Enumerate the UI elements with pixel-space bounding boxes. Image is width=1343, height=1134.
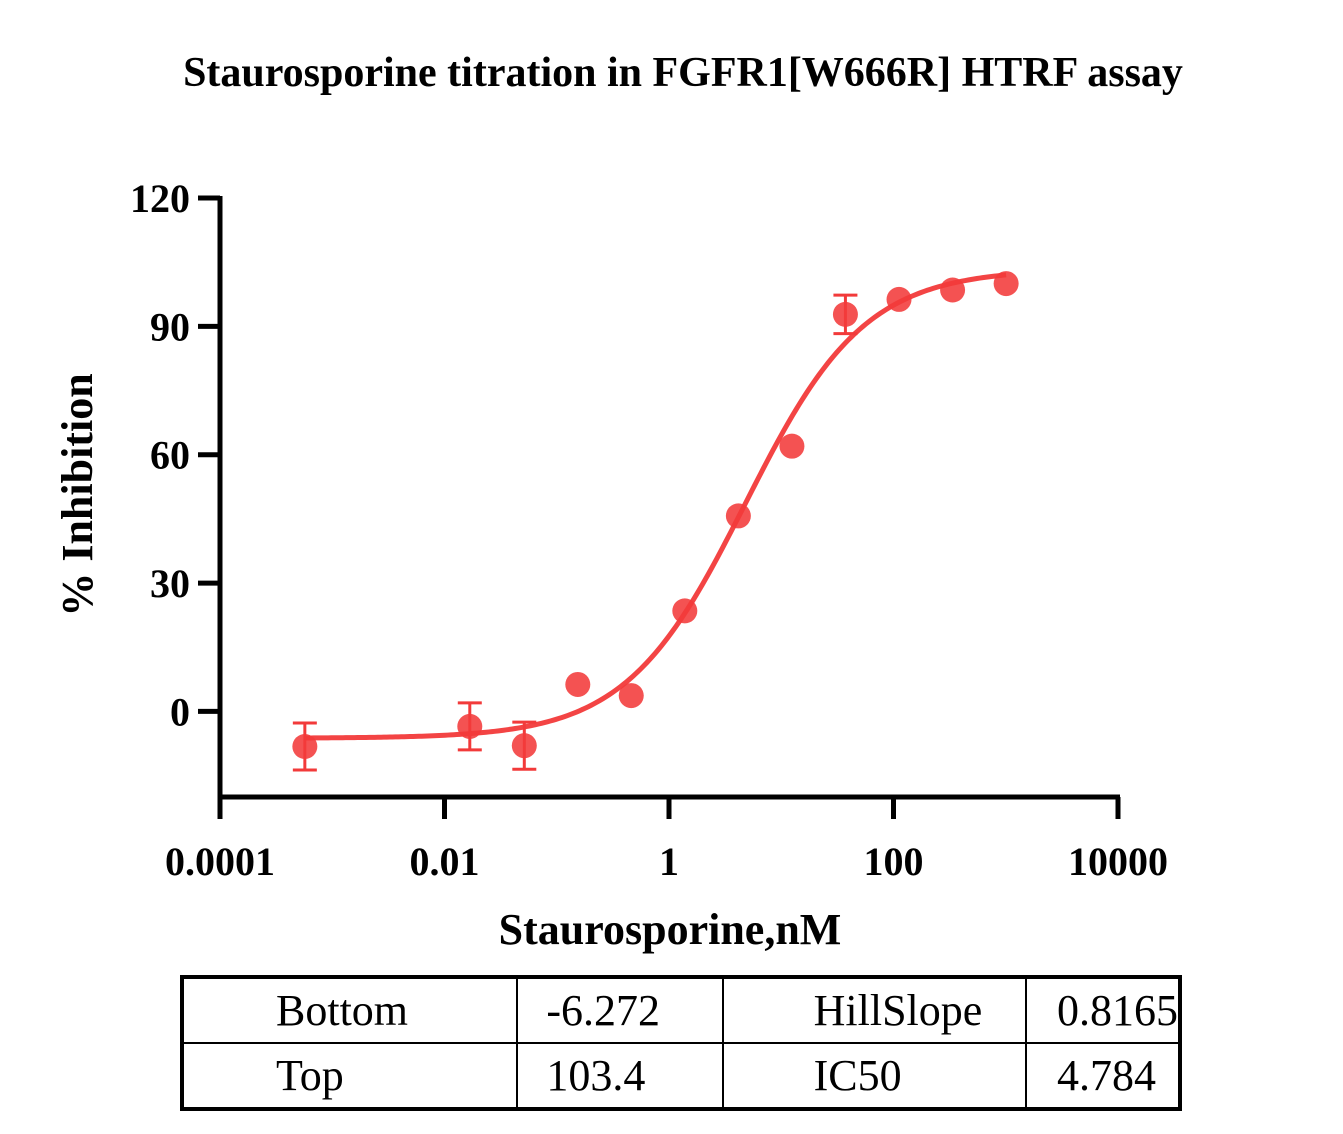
param-value: 103.4	[516, 1042, 724, 1110]
param-label: IC50	[721, 1042, 1028, 1110]
data-point	[779, 433, 805, 459]
param-value: 4.784	[1025, 1042, 1181, 1110]
data-point	[565, 671, 591, 697]
y-tick-label: 60	[150, 433, 190, 478]
data-point	[940, 277, 966, 303]
data-point	[725, 503, 751, 529]
param-value: 0.8165	[1025, 977, 1181, 1044]
data-point	[457, 713, 483, 739]
table-row: Bottom -6.272 HillSlope 0.8165	[180, 977, 1181, 1044]
y-tick-label: 120	[130, 176, 190, 221]
data-point	[993, 271, 1019, 297]
x-tick-label: 1	[659, 839, 679, 884]
y-axis-ticks: 0 30 60 90 120	[130, 176, 220, 734]
chart-title: Staurosporine titration in FGFR1[W666R] …	[183, 50, 1183, 96]
y-tick-label: 90	[150, 304, 190, 349]
param-label: Bottom	[180, 977, 519, 1044]
data-point	[672, 598, 698, 624]
x-tick-label: 100	[864, 839, 924, 884]
axes	[217, 196, 1120, 800]
y-tick-label: 30	[150, 561, 190, 606]
table-row: Top 103.4 IC50 4.784	[180, 1042, 1181, 1110]
y-tick-label: 0	[170, 689, 190, 734]
fit-curve	[304, 272, 1007, 741]
param-label: Top	[180, 1042, 519, 1110]
data-point	[292, 734, 318, 760]
y-axis-label: % Inhibition	[53, 373, 102, 616]
parameters-table: Bottom -6.272 HillSlope 0.8165 Top 103.4…	[180, 975, 1182, 1111]
x-tick-label: 10000	[1068, 839, 1168, 884]
fit-curve-group	[304, 272, 1007, 741]
data-point	[618, 683, 644, 709]
x-axis-label: Staurosporine,nM	[499, 905, 842, 954]
param-value: -6.272	[516, 977, 724, 1044]
chart: Staurosporine titration in FGFR1[W666R] …	[53, 50, 1183, 954]
data-point	[832, 301, 858, 327]
data-points-group	[292, 271, 1019, 772]
x-tick-label: 0.01	[410, 839, 480, 884]
x-tick-label: 0.0001	[165, 839, 275, 884]
data-point	[511, 733, 537, 759]
x-axis-ticks: 0.0001 0.01 1 100 10000	[165, 797, 1168, 884]
data-point	[886, 286, 912, 312]
param-label: HillSlope	[721, 977, 1028, 1044]
